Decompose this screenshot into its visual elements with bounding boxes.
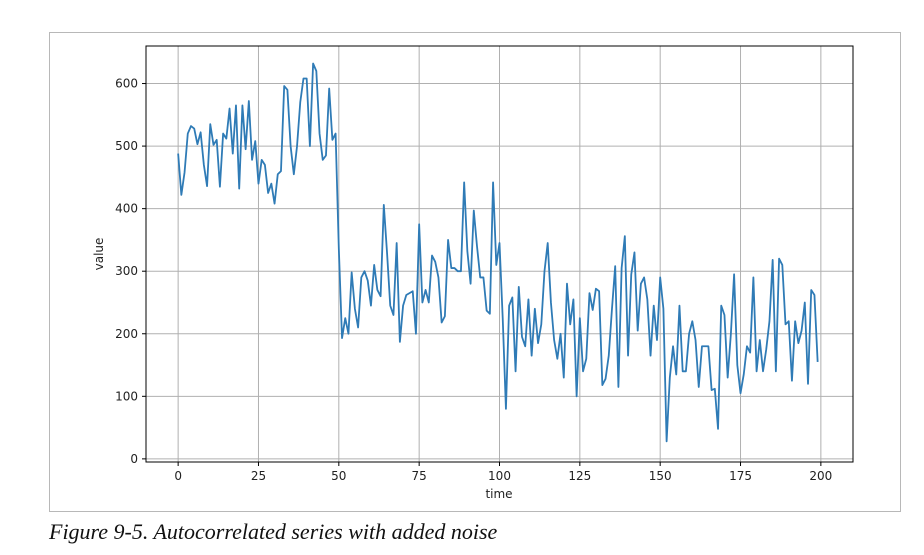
y-tick-label: 400 <box>115 202 138 216</box>
grid-lines <box>146 46 853 462</box>
x-tick-label: 0 <box>174 469 182 483</box>
y-tick-label: 100 <box>115 389 138 403</box>
y-tick-label: 300 <box>115 264 138 278</box>
y-tick-label: 600 <box>115 77 138 91</box>
x-tick-label: 175 <box>729 469 752 483</box>
series-line <box>177 62 819 443</box>
x-tick-label: 50 <box>331 469 346 483</box>
y-tick-label: 0 <box>130 452 138 466</box>
x-tick-label: 100 <box>488 469 511 483</box>
y-axis-label: value <box>92 238 106 271</box>
x-tick-label: 25 <box>251 469 266 483</box>
x-axis-label: time <box>485 487 512 501</box>
series-layer <box>177 62 819 443</box>
x-tick-label: 125 <box>568 469 591 483</box>
figure-frame <box>49 32 901 512</box>
figure-caption: Figure 9-5. Autocorrelated series with a… <box>49 519 498 544</box>
x-tick-label: 200 <box>809 469 832 483</box>
x-tick-label: 150 <box>649 469 672 483</box>
x-tick-label: 75 <box>412 469 427 483</box>
tick-layer: 0 25 50 75 100 125 150 175 200 0 100 200 300 400 500 60… <box>115 77 832 483</box>
line-chart: 0 25 50 75 100 125 150 175 200 0 100 200 300 400 500 60… <box>92 45 854 501</box>
y-tick-label: 500 <box>115 139 138 153</box>
y-tick-label: 200 <box>115 327 138 341</box>
